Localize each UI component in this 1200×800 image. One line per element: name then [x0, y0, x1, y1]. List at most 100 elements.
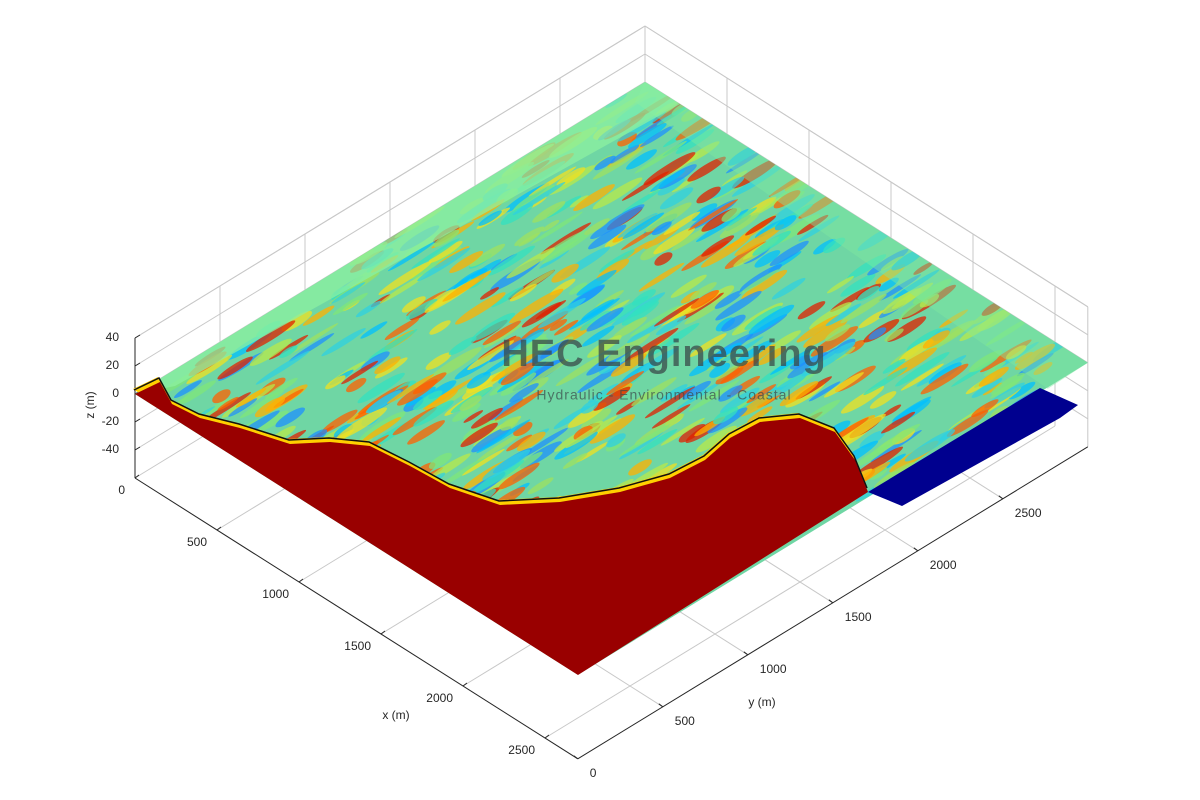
wave-crest — [684, 296, 728, 325]
wave-crest — [758, 346, 787, 366]
wave-crest — [715, 364, 740, 381]
y-tick — [828, 599, 834, 604]
wave-crest — [823, 237, 846, 254]
wave-crest — [235, 387, 267, 408]
wave-crest — [895, 352, 950, 387]
wave-crest — [459, 395, 482, 411]
wave-crest — [720, 387, 760, 414]
wave-crest — [387, 241, 436, 272]
wave-crest — [239, 390, 284, 419]
wave-crest — [858, 309, 888, 329]
wave-crest — [460, 422, 498, 448]
wave-crest — [870, 423, 921, 456]
wave-crest — [341, 360, 379, 385]
wave-crest — [746, 384, 777, 404]
wave-crest — [255, 350, 310, 385]
wave-crest — [593, 386, 631, 411]
x-tick — [134, 474, 140, 479]
wave-crest — [617, 212, 658, 239]
wave-crest — [589, 414, 636, 444]
wave-crest — [651, 221, 672, 236]
wave-crest — [1033, 362, 1053, 376]
wave-crest — [882, 404, 902, 417]
wave-crest — [689, 333, 727, 358]
wave-crest — [554, 431, 598, 460]
wave-crest — [739, 269, 779, 295]
wave-crest — [249, 338, 292, 366]
wave-crest — [500, 417, 519, 431]
wave-crest — [644, 386, 696, 419]
wave-crest — [509, 283, 537, 302]
wave-crest — [745, 215, 777, 236]
wave-crest — [587, 335, 622, 358]
wave-crest — [787, 352, 828, 379]
wave-crest — [286, 323, 339, 356]
wave-crest — [412, 372, 447, 395]
wave-crest — [374, 356, 401, 374]
wave-crest — [471, 426, 512, 453]
wave-crest — [476, 419, 531, 454]
wave-crest — [718, 385, 743, 402]
wave-crest — [682, 380, 711, 400]
wave-crest — [612, 316, 647, 340]
z-tick-label: 40 — [106, 330, 120, 344]
wave-crest — [640, 125, 674, 147]
wave-crest — [551, 263, 579, 283]
wave-crest — [1015, 343, 1056, 370]
wave-crest — [714, 290, 743, 309]
wave-crest — [840, 385, 885, 414]
wave-crest — [900, 363, 944, 391]
x-tick-label: 0 — [118, 483, 125, 497]
wave-crest — [748, 304, 795, 335]
labels: 0 500 1000 1500 2000 2500 0 500 1000 1500 2000 2500… — [102, 330, 1042, 780]
wave-crest — [500, 372, 537, 396]
wave-crest — [631, 377, 677, 406]
wave-crest — [712, 336, 764, 369]
wave-crest — [506, 434, 533, 452]
wave-crest — [565, 415, 618, 449]
wave-crest — [626, 149, 657, 170]
wave-crest — [405, 386, 436, 407]
y-tick-label: 1000 — [760, 662, 787, 676]
wave-crest — [868, 327, 887, 340]
wave-crest — [971, 399, 999, 418]
wave-crest — [654, 298, 700, 327]
z-axis-label: z (m) — [83, 391, 97, 418]
wave-crest — [378, 261, 432, 296]
wave-crest — [884, 328, 904, 342]
wave-crest — [824, 324, 851, 342]
wave-crest — [360, 321, 388, 339]
wave-crest — [386, 374, 435, 404]
wave-crest — [362, 417, 401, 442]
grid-line — [644, 53, 1089, 336]
wave-crest — [691, 203, 718, 221]
wave-crest — [275, 407, 306, 428]
wave-crest — [990, 372, 1025, 395]
wave-crest — [720, 359, 760, 384]
wave-crest — [265, 377, 298, 399]
wave-crest — [554, 319, 579, 336]
wave-crest — [651, 404, 691, 429]
wave-crest — [584, 218, 610, 236]
wave-crest — [768, 330, 802, 352]
wave-crest — [880, 256, 904, 271]
wave-crest — [509, 288, 564, 324]
wave-crest — [606, 371, 645, 395]
wave-crest — [878, 277, 899, 292]
box-edge — [644, 25, 1089, 308]
wave-crest — [767, 372, 808, 399]
wave-crest — [770, 347, 814, 375]
wave-crest — [518, 232, 541, 247]
wave-crest — [428, 452, 452, 469]
wave-crest — [798, 215, 840, 242]
wave-crest — [719, 212, 760, 239]
wave-crest — [637, 428, 678, 455]
wave-crest — [581, 299, 615, 321]
wave-crest — [568, 282, 588, 295]
wave-crest — [587, 383, 619, 403]
wave-crest — [769, 240, 809, 266]
wave-crest — [689, 282, 717, 300]
wave-crest — [487, 245, 535, 276]
wave-crest — [625, 327, 679, 362]
wave-crest — [971, 377, 1003, 398]
